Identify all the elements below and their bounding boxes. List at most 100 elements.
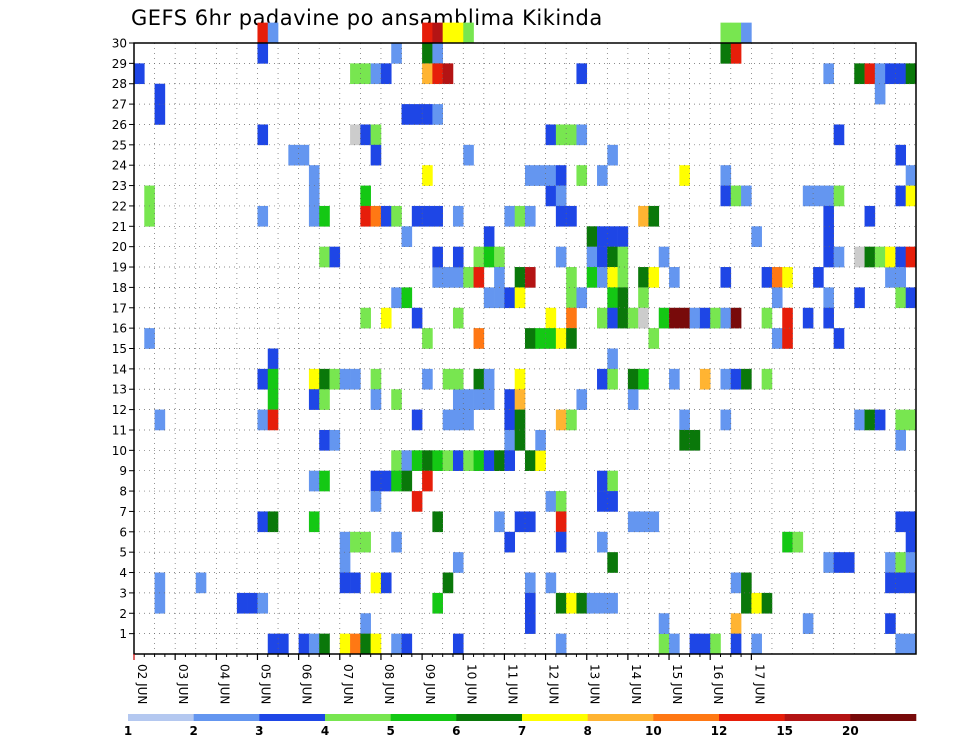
heatmap-cell	[854, 287, 865, 309]
x-tick-label: 08 JUN	[382, 664, 396, 704]
heatmap-cell	[411, 205, 423, 227]
heatmap-cell	[833, 246, 845, 268]
y-tick-label: 30	[112, 37, 127, 51]
heatmap-cell	[483, 226, 495, 247]
heatmap-cell	[350, 368, 361, 390]
heatmap-cell	[895, 409, 907, 431]
heatmap-cell	[679, 307, 690, 329]
heatmap-cell	[566, 267, 577, 288]
heatmap-cell	[833, 185, 845, 207]
heatmap-cell	[720, 165, 732, 186]
heatmap-cell	[597, 307, 608, 329]
heatmap-cell	[442, 572, 454, 594]
heatmap-cell	[411, 409, 423, 431]
heatmap-cell	[761, 592, 773, 614]
heatmap-cell	[597, 470, 608, 492]
heatmap-cell	[885, 572, 896, 594]
heatmap-cell	[730, 613, 742, 634]
y-tick-label: 20	[112, 240, 127, 254]
heatmap-cell	[576, 389, 588, 410]
heatmap-cell	[730, 633, 742, 655]
heatmap-cell	[370, 389, 382, 410]
y-tick-label: 16	[112, 322, 127, 336]
y-tick-label: 11	[112, 423, 127, 437]
heatmap-cell	[555, 205, 567, 227]
heatmap-cell	[267, 511, 279, 533]
heatmap-cell	[555, 633, 567, 655]
heatmap-cell	[370, 633, 382, 655]
heatmap-cell	[741, 185, 752, 207]
heatmap-cell	[514, 205, 526, 227]
heatmap-cell	[391, 531, 402, 553]
colorbar-label: 2	[189, 724, 197, 738]
heatmap-cell	[432, 63, 443, 85]
heatmap-cell	[597, 491, 608, 512]
heatmap-cell	[473, 246, 485, 268]
heatmap-cell	[586, 592, 598, 614]
heatmap-cell	[638, 307, 649, 329]
heatmap-cell	[442, 267, 454, 288]
heatmap-cell	[422, 450, 433, 471]
heatmap-cell	[319, 470, 330, 492]
heatmap-cell	[401, 287, 413, 309]
heatmap-cell	[360, 307, 371, 329]
y-tick-label: 14	[112, 362, 127, 376]
heatmap-cell	[257, 124, 269, 146]
heatmap-cell	[257, 22, 269, 44]
heatmap-cell	[452, 205, 464, 227]
heatmap-cell	[555, 531, 567, 553]
heatmap-cell	[813, 267, 824, 288]
colorbar-swatch	[259, 714, 326, 721]
heatmap-cell	[607, 287, 618, 309]
heatmap-cell	[566, 409, 577, 431]
heatmap-cell	[257, 368, 269, 390]
heatmap-cell	[638, 287, 649, 309]
heatmap-cell	[885, 552, 896, 573]
heatmap-cell	[154, 83, 166, 105]
heatmap-cell	[319, 429, 330, 451]
heatmap-cell	[885, 267, 896, 288]
heatmap-cell	[463, 267, 474, 288]
x-tick-label: 17 JUN	[752, 664, 766, 704]
heatmap-cell	[730, 43, 742, 64]
y-tick-label: 6	[119, 525, 127, 539]
heatmap-cell	[380, 307, 392, 329]
heatmap-cell	[730, 185, 742, 207]
heatmap-cell	[473, 368, 485, 390]
heatmap-cell	[905, 246, 917, 268]
heatmap-cell	[566, 124, 577, 146]
heatmap-cell	[411, 307, 423, 329]
heatmap-cell	[380, 63, 392, 85]
heatmap-cell	[401, 633, 413, 655]
heatmap-cell	[823, 205, 834, 227]
heatmap-cell	[566, 328, 577, 349]
heatmap-cell	[586, 267, 598, 288]
heatmap-cell	[576, 165, 588, 186]
heatmap-cell	[391, 287, 402, 309]
heatmap-cell	[452, 246, 464, 268]
heatmap-cell	[864, 63, 876, 85]
heatmap-cell	[494, 287, 505, 309]
heatmap-cell	[473, 450, 485, 471]
heatmap-cell	[514, 511, 526, 533]
y-tick-label: 21	[112, 220, 127, 234]
heatmap-cell	[380, 205, 392, 227]
colorbar-swatch	[193, 714, 260, 721]
heatmap-cell	[905, 63, 917, 85]
x-axis: 02 JUN 03 JUN 04 JUN 05 JUN 06 JUN 07 JUN 08 J…	[133, 654, 766, 704]
heatmap-cell	[751, 226, 762, 247]
heatmap-cell	[525, 592, 536, 614]
heatmap-cell	[473, 328, 485, 349]
heatmap-cell	[360, 205, 371, 227]
heatmap-cell	[638, 511, 649, 533]
heatmap-cell	[432, 450, 443, 471]
colorbar-label: 15	[776, 724, 793, 738]
y-tick-label: 17	[112, 301, 127, 315]
heatmap-cell	[679, 165, 690, 186]
heatmap-cell	[638, 267, 649, 288]
heatmap-cell	[144, 185, 155, 207]
heatmap-cell	[792, 531, 804, 553]
heatmap-cell	[504, 389, 516, 410]
heatmap-cell	[339, 368, 351, 390]
